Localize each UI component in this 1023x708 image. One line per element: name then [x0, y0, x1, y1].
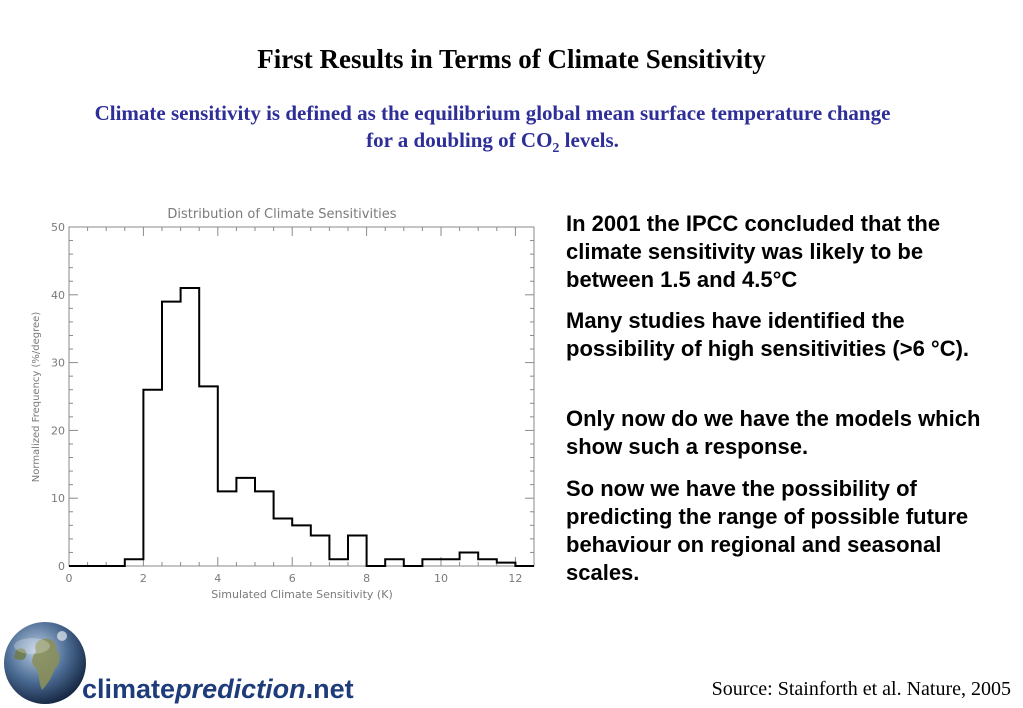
y-tick-label: 50 [51, 221, 65, 234]
source-citation: Source: Stainforth et al. Nature, 2005 [711, 678, 1011, 700]
x-tick-label: 12 [508, 572, 522, 585]
subtitle-text-a: Climate sensitivity is defined as the eq… [94, 101, 891, 152]
histogram-bar [181, 288, 200, 566]
histogram-bar [385, 559, 404, 566]
x-tick-label: 0 [66, 572, 73, 585]
plot-area: 0 2 4 6 8 10 12 0 10 20 30 40 50 [51, 221, 535, 585]
x-tick-label: 10 [434, 572, 448, 585]
subtitle-subscript: 2 [552, 141, 560, 157]
histogram-bar [497, 563, 516, 566]
logo-word-net: .net [305, 674, 354, 704]
histogram-bar [441, 559, 460, 566]
bullet-models: Only now do we have the models which sho… [566, 406, 981, 459]
subtitle-text-b: levels. [559, 128, 619, 152]
histogram-bar [255, 491, 274, 566]
x-tick-label: 2 [140, 572, 147, 585]
histogram-bar [143, 390, 162, 566]
histogram-bar [329, 559, 348, 566]
chart-xlabel: Simulated Climate Sensitivity (K) [211, 588, 392, 601]
chart-title: Distribution of Climate Sensitivities [167, 207, 396, 222]
slide-subtitle: Climate sensitivity is defined as the eq… [90, 100, 895, 162]
histogram-bar [422, 559, 441, 566]
histogram-series [69, 287, 534, 567]
histogram-bar [478, 559, 497, 566]
y-tick-label: 40 [51, 289, 65, 302]
globe-icon [4, 622, 86, 704]
histogram-bar [460, 552, 479, 566]
logo-wordmark: climateprediction.net [82, 674, 354, 705]
histogram-bar [348, 535, 367, 566]
slide-title: First Results in Terms of Climate Sensit… [257, 44, 766, 74]
x-tick-label: 4 [214, 572, 221, 585]
x-tick-label: 8 [363, 572, 370, 585]
x-tick-label: 6 [289, 572, 296, 585]
climateprediction-logo: climateprediction.net [0, 618, 380, 708]
bullet-ipcc: In 2001 the IPCC concluded that the clim… [566, 211, 941, 292]
bullet-list: In 2001 the IPCC concluded that the clim… [566, 210, 1006, 587]
histogram-bar [274, 519, 293, 566]
y-tick-label: 30 [51, 357, 65, 370]
histogram-bar [236, 478, 255, 566]
histogram-bar [162, 302, 181, 566]
chart-ylabel: Normalized Frequency (%/degree) [31, 312, 42, 483]
y-tick-label: 0 [58, 560, 65, 573]
histogram-bar [125, 559, 144, 566]
logo-word-prediction: prediction [175, 674, 306, 704]
histogram-bar [218, 491, 237, 566]
bullet-prediction: So now we have the possibility of predic… [566, 476, 969, 585]
histogram-bar [292, 525, 311, 566]
y-tick-label: 20 [51, 424, 65, 437]
y-tick-label: 10 [51, 492, 65, 505]
plot-frame [68, 226, 535, 567]
bullet-high-sensitivity: Many studies have identified the possibi… [566, 308, 970, 361]
logo-word-climate: climate [82, 674, 176, 704]
histogram-bar [199, 386, 218, 566]
histogram-bar [311, 535, 330, 566]
histogram-chart: Distribution of Climate Sensitivities No… [31, 207, 535, 601]
